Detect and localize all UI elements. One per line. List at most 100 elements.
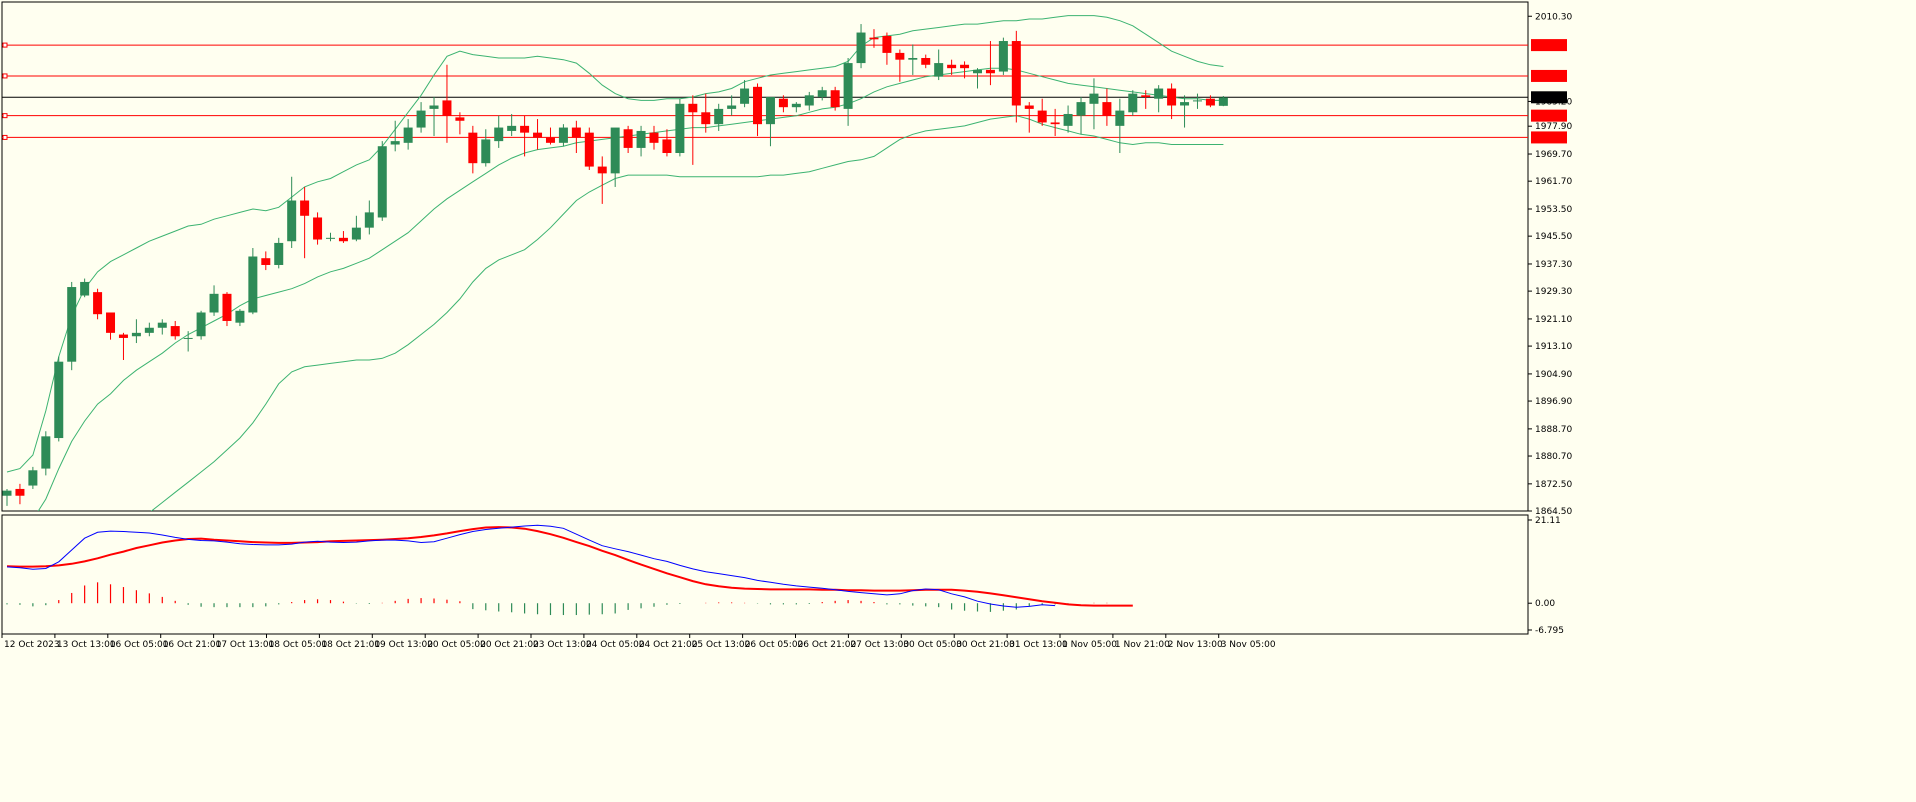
bear-candle[interactable]	[1024, 105, 1034, 109]
bear-candle[interactable]	[1205, 98, 1215, 106]
bull-candle[interactable]	[1154, 88, 1164, 99]
bull-candle[interactable]	[248, 256, 258, 313]
bear-candle[interactable]	[1141, 95, 1151, 98]
bull-candle[interactable]	[80, 281, 90, 296]
bull-candle[interactable]	[1089, 93, 1099, 104]
bear-candle[interactable]	[753, 86, 763, 125]
bull-candle[interactable]	[765, 97, 775, 125]
bull-candle[interactable]	[998, 41, 1008, 72]
bear-candle[interactable]	[118, 334, 128, 338]
bull-candle[interactable]	[183, 337, 193, 339]
level-line-handle[interactable]	[2, 73, 8, 79]
bear-candle[interactable]	[442, 100, 452, 116]
bull-candle[interactable]	[351, 227, 361, 240]
bull-candle[interactable]	[727, 105, 737, 109]
bull-candle[interactable]	[235, 310, 245, 323]
bull-candle[interactable]	[1180, 102, 1190, 106]
bull-candle[interactable]	[416, 110, 426, 128]
bear-candle[interactable]	[545, 137, 555, 143]
bear-candle[interactable]	[623, 129, 633, 148]
bull-candle[interactable]	[740, 88, 750, 104]
bull-candle[interactable]	[377, 146, 387, 218]
bull-candle[interactable]	[1076, 102, 1086, 116]
bull-candle[interactable]	[507, 125, 517, 131]
bull-candle[interactable]	[675, 103, 685, 154]
level-line-handle[interactable]	[2, 134, 8, 140]
bear-candle[interactable]	[688, 103, 698, 113]
bear-candle[interactable]	[313, 217, 323, 240]
bear-candle[interactable]	[170, 326, 180, 337]
bear-candle[interactable]	[106, 312, 116, 333]
bear-candle[interactable]	[701, 112, 711, 125]
bear-candle[interactable]	[1167, 88, 1177, 106]
bear-candle[interactable]	[300, 200, 310, 216]
bear-candle[interactable]	[571, 127, 581, 138]
bull-candle[interactable]	[1128, 93, 1138, 113]
bull-candle[interactable]	[157, 322, 167, 328]
bull-candle[interactable]	[481, 139, 491, 164]
bull-candle[interactable]	[274, 242, 284, 265]
bull-candle[interactable]	[494, 127, 504, 142]
bull-candle[interactable]	[403, 127, 413, 143]
bull-candle[interactable]	[196, 312, 206, 337]
bear-candle[interactable]	[830, 90, 840, 108]
level-line-handle[interactable]	[2, 113, 8, 119]
main-plot-area[interactable]	[2, 15, 1228, 608]
bull-candle[interactable]	[558, 127, 568, 143]
bear-candle[interactable]	[960, 64, 970, 69]
bear-candle[interactable]	[921, 57, 931, 65]
bull-candle[interactable]	[791, 103, 801, 108]
bear-candle[interactable]	[584, 132, 594, 167]
bear-candle[interactable]	[1102, 102, 1112, 116]
bear-candle[interactable]	[468, 132, 478, 164]
bull-candle[interactable]	[2, 490, 12, 496]
bear-candle[interactable]	[778, 98, 788, 108]
bear-candle[interactable]	[338, 237, 348, 242]
bull-candle[interactable]	[1218, 97, 1228, 106]
bear-candle[interactable]	[1037, 110, 1047, 123]
bear-candle[interactable]	[895, 52, 905, 60]
bull-candle[interactable]	[843, 63, 853, 109]
bull-candle[interactable]	[973, 69, 982, 74]
bear-candle[interactable]	[985, 69, 995, 74]
bear-candle[interactable]	[947, 64, 957, 69]
bull-candle[interactable]	[209, 293, 219, 313]
bull-candle[interactable]	[429, 105, 439, 109]
bull-candle[interactable]	[326, 237, 335, 239]
bear-candle[interactable]	[222, 293, 232, 321]
bull-candle[interactable]	[714, 108, 724, 125]
bear-candle[interactable]	[869, 37, 879, 40]
bear-candle[interactable]	[533, 132, 543, 138]
bear-candle[interactable]	[93, 292, 103, 315]
bear-candle[interactable]	[1050, 122, 1060, 125]
bull-candle[interactable]	[144, 327, 154, 333]
bull-candle[interactable]	[28, 470, 38, 486]
bull-candle[interactable]	[287, 200, 297, 242]
bull-candle[interactable]	[67, 287, 77, 362]
bear-candle[interactable]	[597, 166, 607, 174]
bull-candle[interactable]	[54, 361, 64, 439]
bear-candle[interactable]	[649, 132, 659, 143]
bull-candle[interactable]	[1192, 100, 1202, 102]
bull-candle[interactable]	[817, 90, 827, 98]
bull-candle[interactable]	[636, 130, 646, 148]
bear-candle[interactable]	[662, 139, 672, 154]
bear-candle[interactable]	[1011, 41, 1021, 106]
bull-candle[interactable]	[804, 95, 814, 106]
bear-candle[interactable]	[882, 35, 892, 53]
bull-candle[interactable]	[41, 436, 51, 469]
bull-candle[interactable]	[364, 212, 374, 228]
bear-candle[interactable]	[15, 488, 25, 496]
bull-candle[interactable]	[1115, 110, 1125, 126]
bull-candle[interactable]	[1063, 113, 1073, 126]
bear-candle[interactable]	[261, 258, 271, 265]
bull-candle[interactable]	[856, 32, 866, 64]
bull-candle[interactable]	[390, 141, 400, 145]
bull-candle[interactable]	[908, 57, 918, 60]
bull-candle[interactable]	[610, 127, 620, 174]
bear-candle[interactable]	[520, 125, 530, 133]
bull-candle[interactable]	[131, 332, 141, 337]
bull-candle[interactable]	[934, 63, 944, 77]
